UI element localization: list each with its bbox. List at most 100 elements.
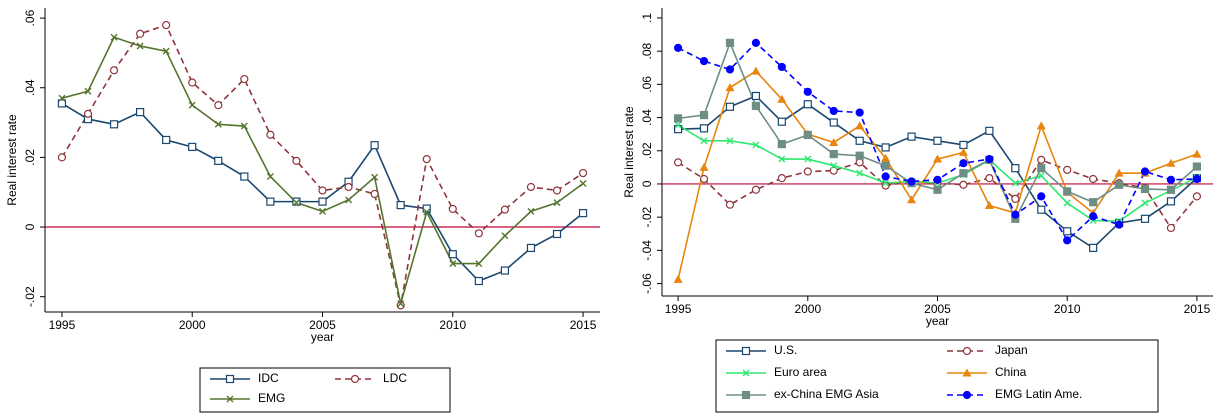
marker [553, 199, 561, 207]
marker [1089, 243, 1098, 252]
marker [83, 109, 93, 118]
marker [1192, 149, 1202, 158]
legend: U.S. Japan Euro area China ex-China EMG Asia… [715, 339, 1159, 413]
marker [1063, 227, 1072, 236]
marker [752, 141, 760, 149]
marker [933, 175, 942, 184]
marker [136, 108, 145, 117]
marker [725, 38, 735, 47]
marker [474, 229, 483, 238]
series-line [61, 36, 584, 304]
marker [1089, 198, 1098, 207]
marker [673, 274, 683, 283]
marker [1063, 236, 1072, 245]
y-tick-label: -.02 [23, 286, 37, 307]
y-tick-label: .1 [640, 13, 654, 23]
marker [318, 197, 327, 206]
marker [751, 91, 761, 101]
marker [266, 173, 274, 181]
marker [674, 121, 682, 129]
marker [907, 195, 917, 204]
marker [803, 100, 812, 109]
legend-marker [741, 390, 751, 400]
marker [1037, 205, 1046, 214]
marker [370, 189, 379, 199]
marker [856, 169, 864, 177]
marker [1011, 164, 1020, 173]
marker [882, 179, 890, 187]
y-tick-label: -.02 [640, 206, 654, 227]
marker [985, 174, 994, 183]
y-tick-label: .02 [23, 149, 37, 166]
marker [1089, 212, 1098, 221]
marker [292, 199, 300, 207]
marker [829, 118, 838, 127]
marker [344, 182, 353, 192]
marker [162, 135, 171, 145]
marker [777, 140, 786, 149]
x-tick-label: 1995 [665, 302, 692, 316]
marker [959, 180, 968, 189]
marker [449, 260, 457, 268]
marker [345, 196, 353, 204]
marker [1089, 174, 1098, 184]
marker [423, 208, 431, 216]
marker [881, 181, 890, 190]
marker [1140, 214, 1150, 223]
marker [804, 155, 812, 163]
marker [1114, 168, 1124, 177]
marker [1166, 197, 1176, 206]
marker [214, 120, 222, 128]
y-tick-label: .08 [640, 42, 654, 59]
marker [501, 232, 509, 240]
marker [1192, 192, 1202, 201]
legend-marker [742, 369, 750, 377]
marker [448, 204, 457, 214]
marker [1037, 164, 1046, 173]
marker [448, 250, 457, 259]
marker [725, 65, 735, 74]
marker [240, 122, 248, 130]
marker [726, 137, 734, 145]
marker [526, 243, 536, 253]
marker [777, 62, 786, 72]
marker [84, 87, 92, 95]
marker [1011, 210, 1020, 219]
marker [1192, 174, 1202, 184]
marker [959, 159, 968, 168]
marker [1192, 162, 1202, 171]
marker [985, 154, 994, 164]
marker [527, 207, 535, 215]
marker [1114, 220, 1124, 229]
marker [855, 151, 864, 160]
marker [136, 42, 144, 50]
marker [700, 137, 708, 145]
marker [933, 185, 942, 194]
marker [526, 182, 536, 192]
legend-label: IDC [258, 371, 279, 385]
x-tick-label: 2005 [309, 318, 336, 332]
marker [475, 260, 483, 268]
y-tick-label: .04 [23, 79, 37, 96]
marker [136, 29, 145, 38]
marker [110, 33, 118, 41]
marker [266, 130, 275, 139]
x-tick-label: 2015 [1184, 302, 1211, 316]
marker [751, 101, 761, 111]
marker [1166, 175, 1176, 184]
marker [396, 200, 405, 210]
marker [552, 186, 562, 195]
marker [371, 173, 379, 181]
marker [319, 207, 326, 215]
marker [57, 99, 67, 108]
marker [933, 154, 942, 163]
marker [188, 142, 197, 152]
marker [1140, 167, 1150, 176]
marker [881, 153, 891, 162]
marker [699, 174, 709, 184]
marker [422, 155, 431, 164]
marker [370, 141, 379, 150]
marker [162, 20, 171, 30]
marker [855, 121, 865, 130]
marker [214, 156, 223, 165]
